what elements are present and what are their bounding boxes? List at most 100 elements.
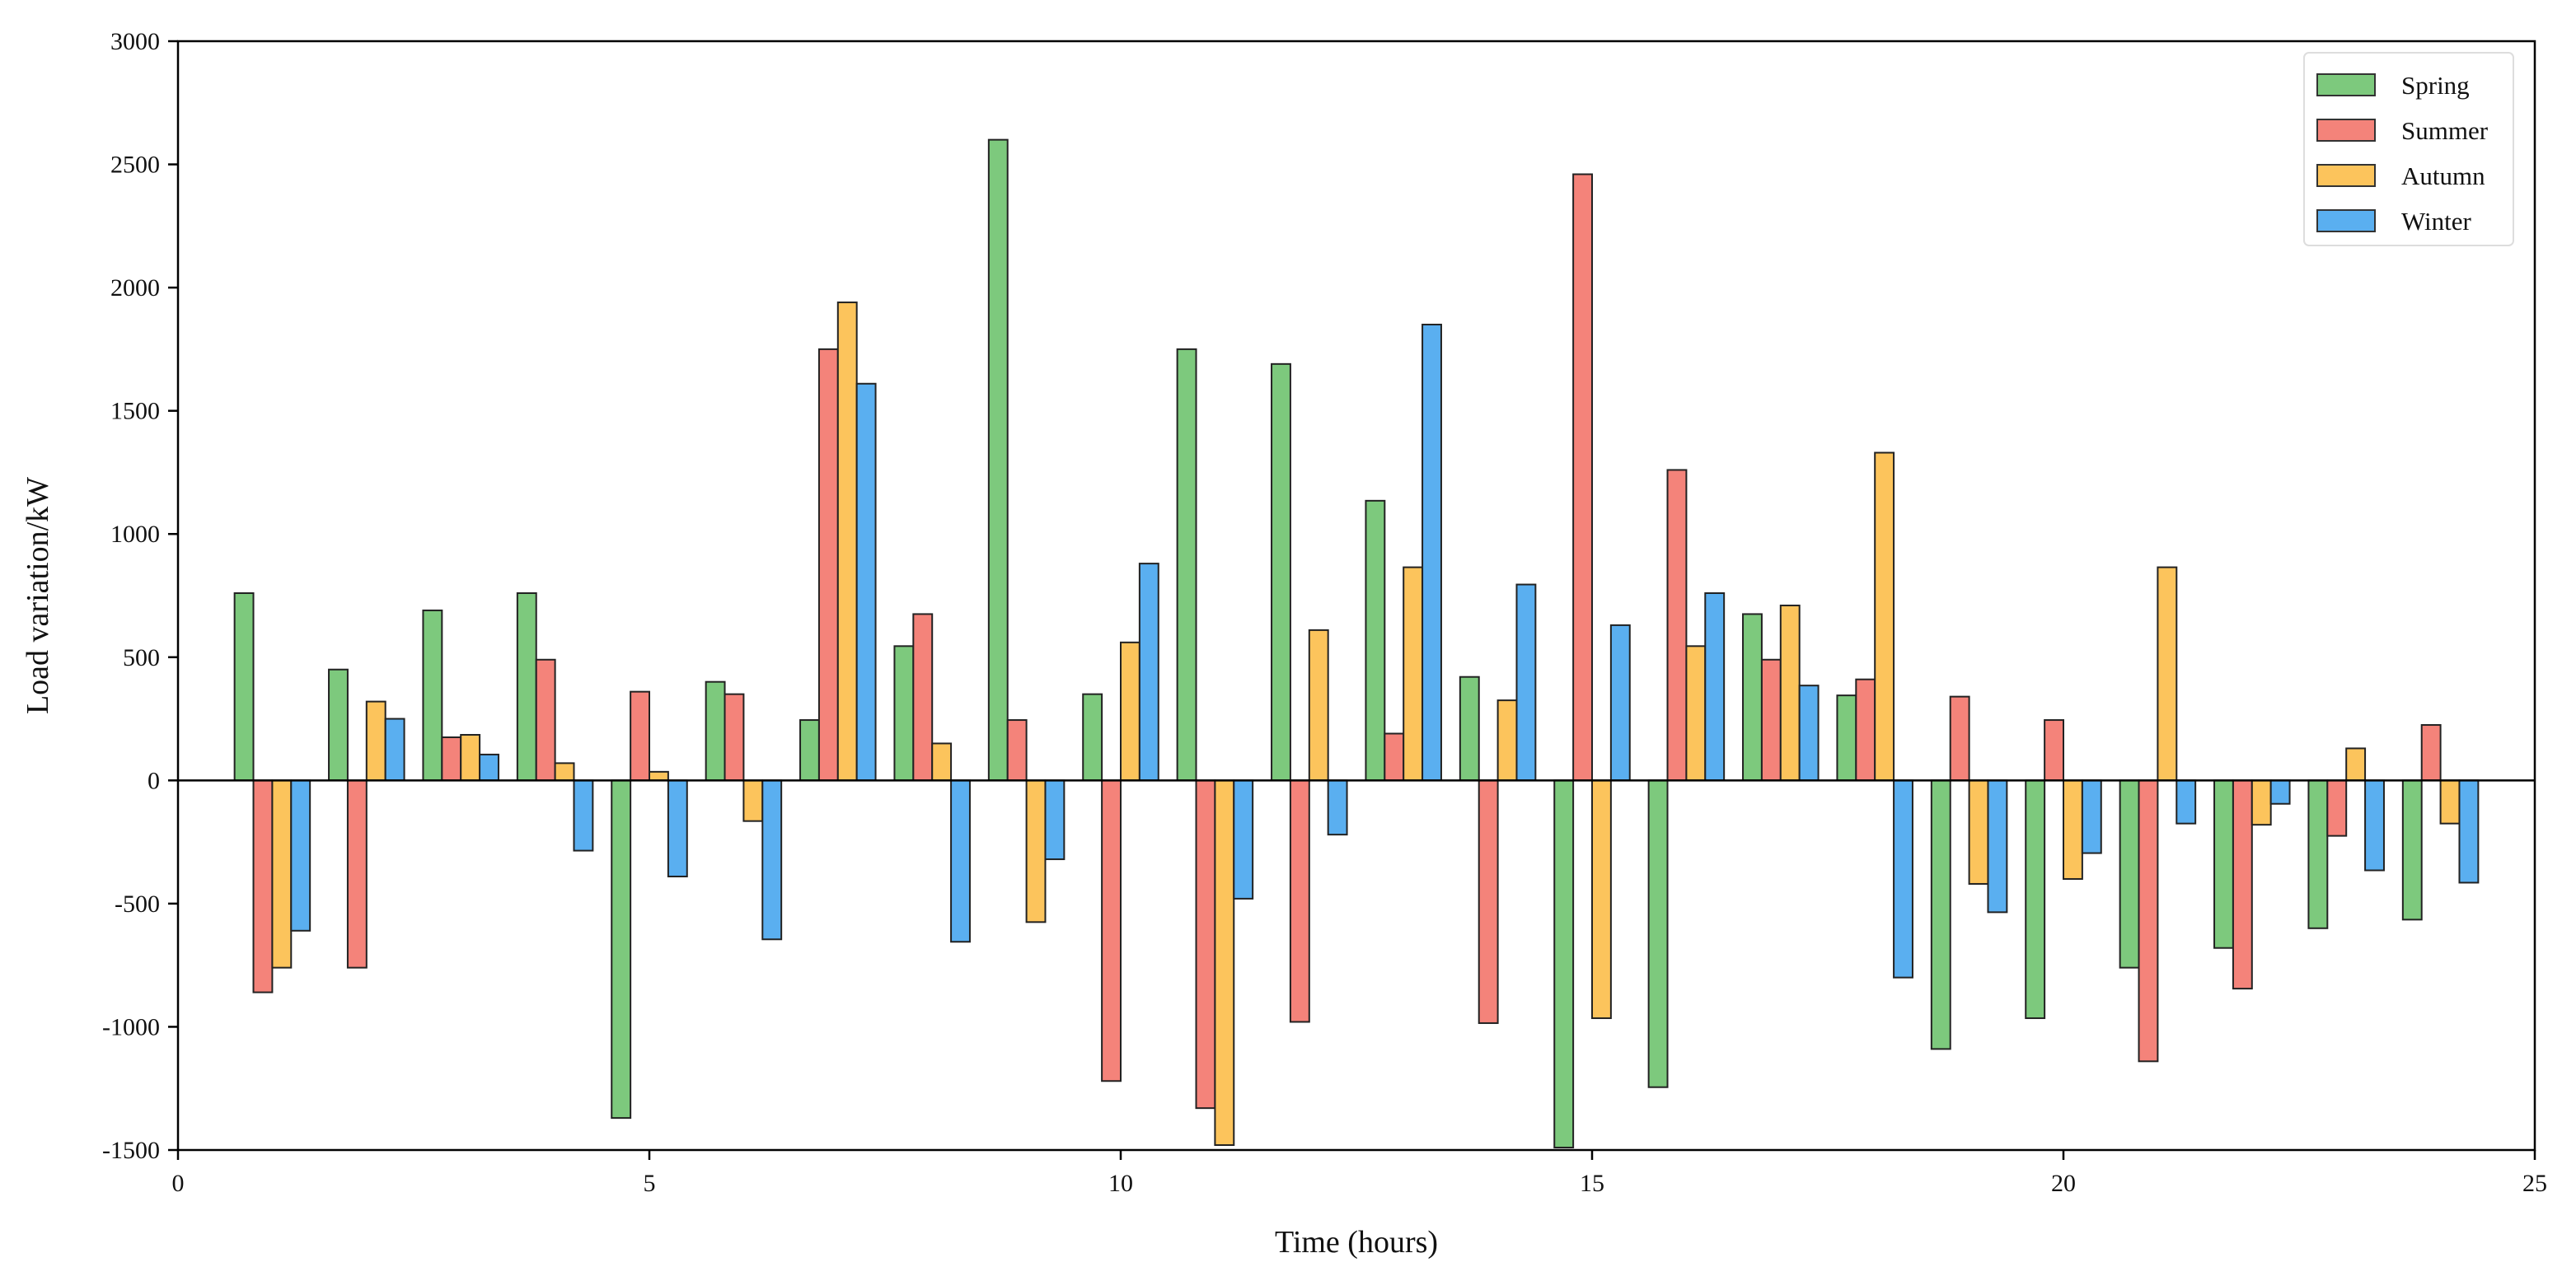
bar-spring-2 — [328, 668, 349, 782]
y-tick-label: 2000 — [110, 274, 160, 302]
bar-summer-8 — [912, 613, 934, 782]
bar-autumn-16 — [1685, 645, 1707, 782]
bar-summer-2 — [346, 779, 368, 969]
y-tick-label: 1500 — [110, 398, 160, 425]
bar-spring-7 — [799, 719, 820, 782]
bar-autumn-15 — [1591, 779, 1612, 1019]
bar-summer-16 — [1666, 469, 1688, 782]
x-tick-label: 10 — [1108, 1170, 1133, 1197]
bar-spring-17 — [1742, 613, 1763, 782]
bar-winter-13 — [1421, 323, 1442, 782]
bar-spring-13 — [1365, 499, 1386, 782]
y-tick-label: -1000 — [102, 1013, 160, 1040]
x-tick-label: 20 — [2051, 1170, 2076, 1197]
bar-winter-23 — [2364, 779, 2385, 872]
bar-winter-15 — [1609, 624, 1631, 782]
bar-winter-12 — [1327, 779, 1348, 836]
bar-autumn-9 — [1025, 779, 1047, 923]
bar-summer-24 — [2420, 724, 2442, 782]
bar-autumn-11 — [1214, 779, 1235, 1147]
bar-autumn-18 — [1874, 451, 1895, 782]
x-axis-label: Time (hours) — [1275, 1225, 1438, 1260]
bar-spring-9 — [987, 138, 1009, 782]
bar-summer-9 — [1006, 719, 1028, 782]
bar-autumn-22 — [2250, 779, 2272, 826]
bar-winter-11 — [1233, 779, 1254, 900]
bar-winter-19 — [1987, 779, 2008, 914]
y-tick-label: -500 — [115, 891, 160, 918]
bar-summer-11 — [1195, 779, 1216, 1110]
bar-spring-14 — [1459, 676, 1480, 782]
legend-label-autumn: Autumn — [2401, 161, 2485, 190]
legend-swatch-autumn — [2316, 164, 2376, 187]
bar-summer-4 — [535, 658, 556, 782]
bar-winter-20 — [2081, 779, 2102, 854]
bar-winter-3 — [479, 753, 499, 782]
bar-winter-4 — [573, 779, 594, 852]
y-tick-label: 0 — [148, 767, 160, 794]
bar-spring-22 — [2213, 779, 2234, 949]
bar-autumn-6 — [742, 779, 764, 822]
bar-winter-9 — [1044, 779, 1066, 861]
bar-winter-17 — [1798, 685, 1820, 782]
bar-summer-13 — [1384, 732, 1405, 782]
bar-summer-18 — [1855, 678, 1876, 782]
bar-winter-1 — [290, 779, 311, 932]
y-tick-label: 1000 — [110, 521, 160, 548]
bar-summer-21 — [2138, 779, 2159, 1063]
x-tick-label: 15 — [1580, 1170, 1604, 1197]
bar-winter-10 — [1138, 563, 1159, 782]
bar-spring-8 — [893, 645, 915, 782]
bar-spring-10 — [1082, 693, 1103, 782]
bar-autumn-10 — [1120, 641, 1140, 782]
bar-spring-15 — [1553, 779, 1575, 1149]
legend-swatch-spring — [2316, 73, 2376, 96]
legend-box — [2303, 52, 2514, 246]
bar-autumn-21 — [2157, 566, 2178, 782]
bars — [233, 138, 2480, 1149]
bar-spring-6 — [705, 680, 726, 782]
y-axis: -1500 -1000 -500 0 500 1000 1500 2000 2500 3000 — [102, 28, 178, 1164]
legend-swatch-summer — [2316, 119, 2376, 142]
bar-autumn-12 — [1308, 629, 1329, 782]
bar-autumn-24 — [2439, 779, 2461, 825]
bar-spring-21 — [2119, 779, 2140, 969]
bar-summer-12 — [1289, 779, 1310, 1023]
bar-autumn-8 — [931, 742, 953, 782]
legend-label-winter: Winter — [2401, 207, 2472, 236]
legend: Spring Summer Autumn Winter — [2303, 52, 2514, 246]
bar-winter-24 — [2458, 779, 2480, 884]
legend-label-spring: Spring — [2401, 71, 2470, 100]
bar-summer-15 — [1572, 173, 1593, 782]
bar-spring-3 — [422, 609, 443, 782]
bar-spring-1 — [233, 592, 255, 782]
x-axis: 0 5 10 15 20 25 — [172, 1150, 2547, 1197]
bar-spring-20 — [2025, 779, 2046, 1019]
x-tick-label: 25 — [2522, 1170, 2547, 1197]
bar-summer-14 — [1478, 779, 1499, 1024]
bar-summer-10 — [1101, 779, 1122, 1082]
bar-winter-22 — [2269, 779, 2291, 805]
bar-winter-18 — [1893, 779, 1913, 979]
bar-autumn-5 — [649, 770, 669, 782]
legend-label-summer: Summer — [2401, 116, 2489, 145]
bar-autumn-1 — [271, 779, 293, 969]
y-tick-label: 2500 — [110, 152, 160, 179]
bar-summer-17 — [1760, 658, 1782, 782]
bar-autumn-14 — [1496, 699, 1518, 782]
x-tick-label: 5 — [644, 1170, 656, 1197]
bar-spring-4 — [516, 592, 537, 782]
bar-spring-19 — [1930, 779, 1951, 1050]
bar-spring-18 — [1836, 694, 1857, 782]
bar-autumn-23 — [2345, 747, 2367, 782]
bar-autumn-4 — [554, 762, 575, 782]
bar-autumn-3 — [460, 733, 481, 782]
bar-winter-7 — [855, 382, 877, 782]
bar-winter-21 — [2176, 779, 2197, 825]
bar-summer-19 — [1949, 695, 1970, 782]
bar-winter-16 — [1704, 592, 1726, 782]
bar-winter-8 — [950, 779, 971, 943]
bar-winter-2 — [384, 718, 405, 782]
bar-summer-3 — [441, 736, 462, 782]
